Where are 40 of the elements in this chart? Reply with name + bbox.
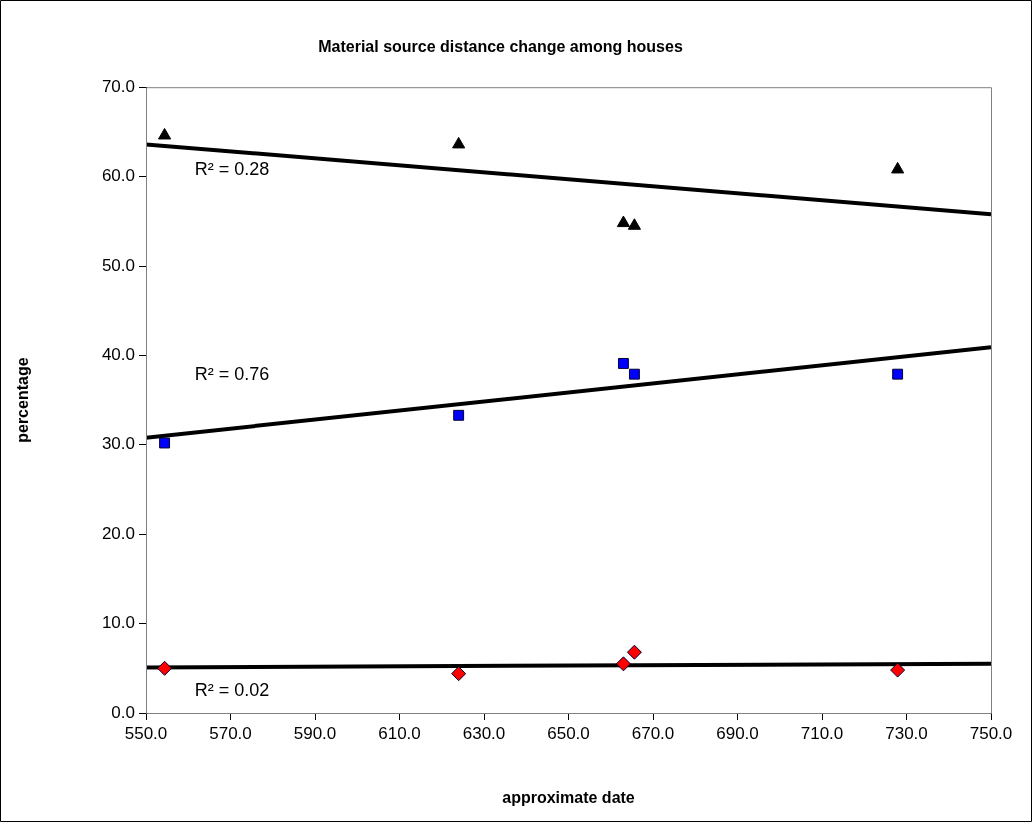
y-tick-label: 30.0 bbox=[101, 434, 135, 454]
point bbox=[626, 644, 642, 660]
x-tick-label: 550.0 bbox=[124, 723, 168, 743]
y-tick-label: 20.0 bbox=[101, 523, 135, 543]
x-tick-label: 710.0 bbox=[800, 723, 844, 743]
y-tick-label: 40.0 bbox=[101, 345, 135, 365]
point bbox=[891, 161, 905, 174]
annotation: R² = 0.02 bbox=[194, 680, 270, 701]
point bbox=[616, 215, 630, 228]
y-tick-label: 50.0 bbox=[101, 255, 135, 275]
x-tick-label: 690.0 bbox=[716, 723, 759, 743]
x-tick-label: 590.0 bbox=[293, 723, 337, 743]
point bbox=[158, 127, 172, 140]
point bbox=[892, 368, 904, 380]
point bbox=[890, 662, 906, 678]
y-tick-label: 0.0 bbox=[111, 702, 135, 722]
y-axis-title: percentage bbox=[14, 357, 32, 443]
point bbox=[615, 656, 631, 672]
x-tick-label: 730.0 bbox=[885, 723, 928, 743]
x-tick-label: 610.0 bbox=[378, 723, 421, 743]
x-tick-label: 570.0 bbox=[209, 723, 252, 743]
annotation: R² = 0.76 bbox=[194, 363, 270, 384]
y-tick-label: 10.0 bbox=[101, 613, 135, 633]
y-tick-label: 70.0 bbox=[101, 76, 135, 96]
point bbox=[453, 409, 465, 421]
point bbox=[451, 666, 467, 682]
y-tick-label: 60.0 bbox=[101, 166, 135, 186]
point bbox=[627, 218, 641, 230]
x-tick-label: 630.0 bbox=[462, 723, 506, 743]
point bbox=[628, 368, 640, 380]
chart-title: Material source distance change among houses bbox=[318, 38, 683, 56]
annotation: R² = 0.28 bbox=[194, 159, 270, 180]
x-tick-label: 750.0 bbox=[969, 723, 1013, 743]
point bbox=[159, 437, 171, 449]
point bbox=[617, 358, 629, 369]
point bbox=[157, 660, 173, 676]
x-tick-label: 670.0 bbox=[631, 723, 675, 743]
point bbox=[452, 136, 466, 149]
x-axis-title: approximate date bbox=[502, 788, 635, 806]
x-tick-label: 650.0 bbox=[547, 723, 590, 743]
